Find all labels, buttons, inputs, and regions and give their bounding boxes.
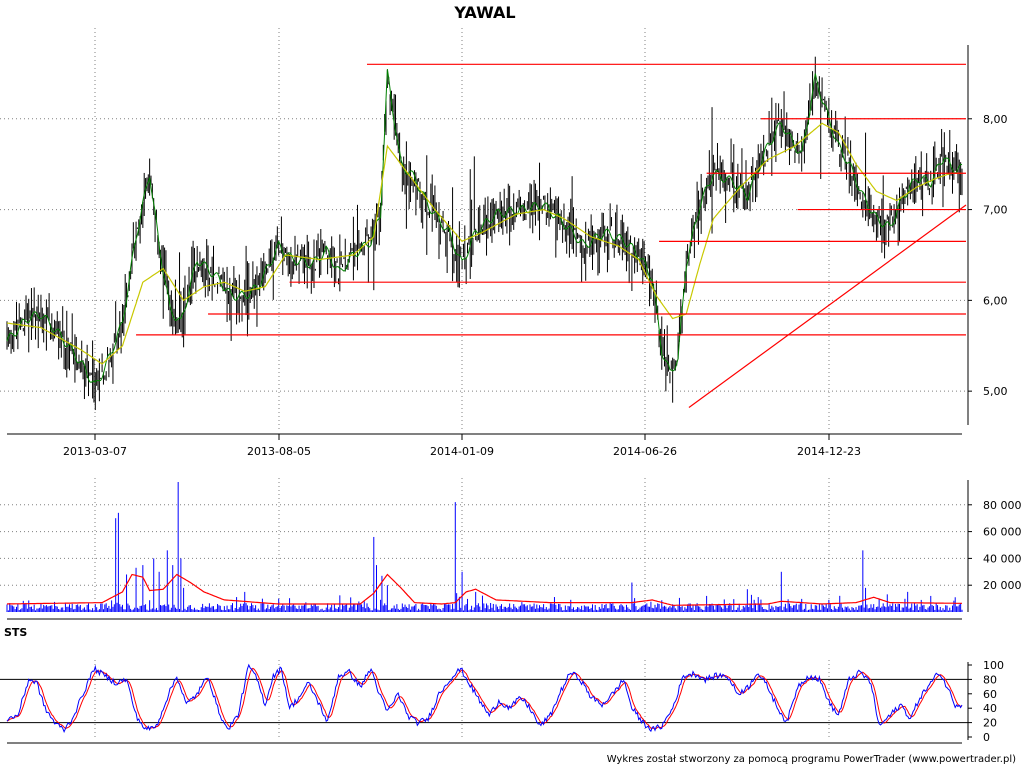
volume-y-tick-label: 40 000 [983, 552, 1022, 565]
sts-y-tick-label: 20 [983, 717, 997, 730]
footer-credit: Wykres został stworzony za pomocą progra… [607, 754, 1016, 765]
price-y-tick-label: 6,00 [983, 294, 1008, 307]
price-close-line [6, 69, 963, 383]
sts-y-tick-label: 100 [983, 659, 1004, 672]
chart-title: YAWAL [453, 3, 515, 22]
volume-moving-average [6, 573, 962, 606]
volume-y-tick-label: 20 000 [983, 579, 1022, 592]
price-x-tick-label: 2013-03-07 [63, 445, 127, 458]
sts-y-tick-label: 60 [983, 688, 997, 701]
price-y-tick-label: 7,00 [983, 204, 1008, 217]
stochastic-label: STS [4, 626, 27, 639]
price-moving-average [6, 122, 962, 365]
price-y-tick-label: 8,00 [983, 113, 1008, 126]
volume-y-tick-label: 80 000 [983, 499, 1022, 512]
sts-y-tick-label: 0 [983, 731, 990, 744]
price-y-tick-label: 5,00 [983, 385, 1008, 398]
volume-y-tick-label: 60 000 [983, 526, 1022, 539]
sts-k-line [6, 663, 963, 733]
price-x-tick-label: 2013-08-05 [247, 445, 311, 458]
price-x-tick-label: 2014-12-23 [797, 445, 861, 458]
price-x-tick-label: 2014-06-26 [613, 445, 677, 458]
sts-d-line [6, 667, 963, 730]
sts-y-tick-label: 80 [983, 673, 997, 686]
volume-panel: 20 000 40 000 60 000 80 000 [0, 478, 1022, 620]
price-x-tick-label: 2014-01-09 [430, 445, 494, 458]
price-trend-line [688, 204, 967, 408]
price-panel: 5,00 6,00 7,00 8,00 2013-03-07 2013-08-05 2014… [0, 28, 1008, 458]
sts-y-tick-label: 40 [983, 702, 997, 715]
